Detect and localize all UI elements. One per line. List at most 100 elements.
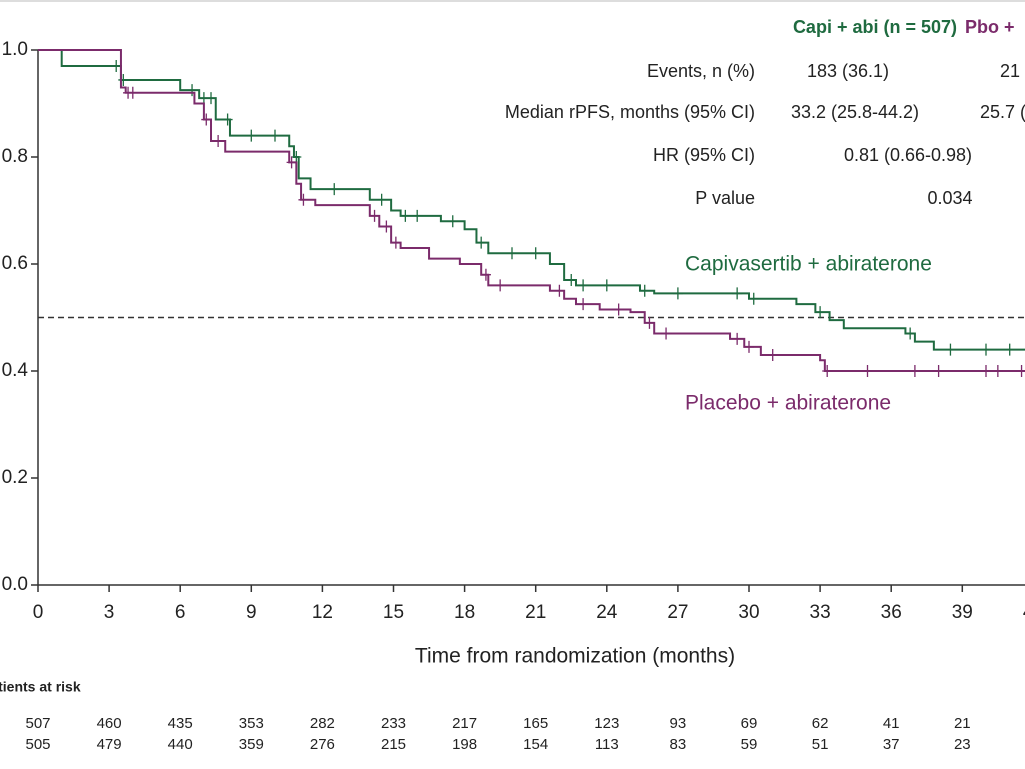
- censor-mark: [201, 113, 212, 126]
- table-header: Pbo +: [965, 17, 1015, 37]
- x-tick-label: 21: [525, 602, 546, 623]
- curve-label: Placebo + abiraterone: [685, 392, 891, 415]
- censor-mark: [118, 73, 129, 86]
- risk-count: 93: [670, 715, 687, 732]
- table-value: 0.81 (0.66-0.98): [844, 145, 972, 165]
- censor-mark: [222, 113, 233, 126]
- censor-mark: [578, 298, 589, 311]
- censor-mark: [412, 209, 423, 222]
- x-tick-label: 0: [33, 602, 44, 623]
- curve-label: Capivasertib + abiraterone: [685, 253, 932, 276]
- censor-mark: [992, 365, 1003, 377]
- x-tick-label: 3: [104, 602, 115, 623]
- censor-mark: [111, 60, 122, 73]
- censor-mark: [732, 332, 743, 345]
- censor-mark: [206, 92, 217, 105]
- risk-count: 217: [452, 715, 477, 732]
- x-tick-label: 30: [738, 602, 759, 623]
- censor-mark: [744, 340, 754, 353]
- table-value: 183 (36.1): [807, 61, 889, 81]
- censor-mark: [127, 86, 138, 99]
- survival-curve: [38, 49, 1025, 372]
- x-tick-label: 18: [454, 602, 475, 623]
- table-row-label: HR (95% CI): [653, 145, 755, 165]
- censor-mark: [187, 84, 198, 97]
- censor-mark: [507, 247, 517, 260]
- risk-count: 69: [741, 715, 758, 732]
- risk-count: 215: [381, 736, 406, 753]
- censor-mark: [748, 292, 759, 305]
- censor-mark: [329, 183, 340, 196]
- table-row-label: P value: [695, 188, 755, 208]
- table-row-label: Median rPFS, months (95% CI): [505, 102, 755, 122]
- censor-mark: [554, 284, 565, 297]
- censor-mark: [376, 193, 387, 206]
- censor-mark: [298, 193, 309, 206]
- risk-count: 62: [812, 715, 829, 732]
- x-tick-label: 36: [881, 602, 902, 623]
- censor-mark: [286, 156, 297, 169]
- risk-count: 505: [25, 736, 50, 753]
- censor-mark: [732, 287, 743, 300]
- risk-count: 165: [523, 715, 548, 732]
- x-tick-label: 27: [667, 602, 688, 623]
- risk-count: 282: [310, 715, 335, 732]
- censor-mark: [369, 209, 380, 222]
- y-tick-label: 0.4: [2, 360, 29, 381]
- risk-count: 21: [954, 715, 971, 732]
- table-header: Capi + abi (n = 507): [793, 17, 957, 37]
- x-tick-label: 12: [312, 602, 333, 623]
- censor-mark: [213, 134, 224, 147]
- censor-mark: [480, 268, 491, 281]
- risk-count: 359: [239, 736, 264, 753]
- censor-mark: [981, 343, 991, 356]
- censor-mark: [291, 151, 302, 163]
- censor-mark: [566, 274, 577, 287]
- censor-mark: [270, 129, 280, 142]
- table-row-label: Events, n (%): [647, 61, 755, 81]
- censor-mark: [661, 327, 672, 340]
- x-tick-label: 33: [810, 602, 831, 623]
- x-tick-label: 39: [952, 602, 973, 623]
- risk-count: 113: [595, 736, 619, 753]
- table-value: 33.2 (25.8-44.2): [791, 102, 919, 122]
- censor-mark: [1016, 365, 1025, 377]
- censor-mark: [981, 365, 991, 377]
- censor-mark: [400, 209, 411, 222]
- censor-mark: [767, 348, 778, 361]
- censor-mark: [909, 365, 920, 377]
- censor-mark: [672, 287, 683, 300]
- risk-count: 435: [168, 715, 193, 732]
- x-tick-label: 15: [383, 602, 404, 623]
- censor-mark: [933, 365, 944, 377]
- y-tick-label: 0.8: [2, 146, 28, 167]
- table-value: 21: [1000, 61, 1020, 81]
- risk-title: Patients at risk: [0, 679, 81, 695]
- censor-mark: [601, 279, 612, 292]
- censor-mark: [1004, 343, 1015, 356]
- censor-mark: [862, 365, 873, 377]
- risk-count: 276: [310, 736, 335, 753]
- risk-count: 37: [883, 736, 900, 753]
- censor-mark: [390, 236, 401, 249]
- x-tick-label: 6: [175, 602, 186, 623]
- y-tick-label: 0.2: [2, 467, 28, 488]
- table-value: 0.034: [927, 188, 972, 208]
- x-tick-label: 9: [246, 602, 257, 623]
- y-tick-label: 0.6: [2, 253, 28, 274]
- censor-mark: [815, 306, 826, 319]
- risk-count: 198: [452, 736, 477, 753]
- x-tick-label: 42: [1023, 602, 1025, 623]
- censor-mark: [644, 316, 655, 329]
- censor-mark: [381, 220, 392, 233]
- table-value: 25.7 (: [980, 102, 1025, 122]
- censor-mark: [822, 365, 833, 377]
- censor-mark: [905, 327, 916, 340]
- censor-mark: [476, 236, 487, 249]
- censor-mark: [530, 247, 541, 260]
- censor-mark: [246, 129, 257, 142]
- x-axis-title: Time from randomization (months): [415, 645, 735, 668]
- risk-count: 41: [883, 715, 900, 732]
- censor-mark: [945, 343, 956, 356]
